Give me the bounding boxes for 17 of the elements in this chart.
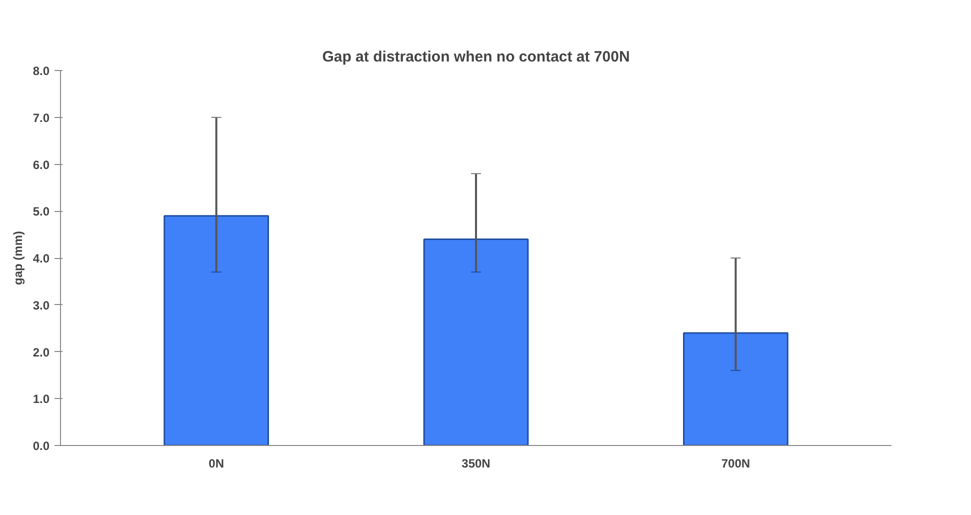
y-axis-title: gap (mm): [10, 230, 25, 285]
y-tick-label: 3.0: [32, 298, 50, 312]
chart-title: Gap at distraction when no contact at 700N: [322, 48, 630, 66]
x-tick-label: 0N: [208, 456, 224, 470]
y-tick-label: 1.0: [32, 392, 50, 406]
bar: [423, 238, 529, 446]
y-tick-label: 8.0: [32, 64, 50, 78]
y-tick-label: 6.0: [32, 158, 50, 172]
y-tick-label: 5.0: [32, 204, 50, 219]
y-tick-label: 7.0: [32, 110, 50, 125]
y-tick-label: 0.0: [32, 439, 50, 453]
y-tick-label: 2.0: [32, 345, 50, 360]
x-tick-label: 350N: [462, 456, 490, 470]
bar: [164, 215, 269, 446]
x-tick-label: 700N: [721, 456, 750, 470]
bar: [683, 332, 788, 446]
y-tick-label: 4.0: [32, 252, 50, 266]
